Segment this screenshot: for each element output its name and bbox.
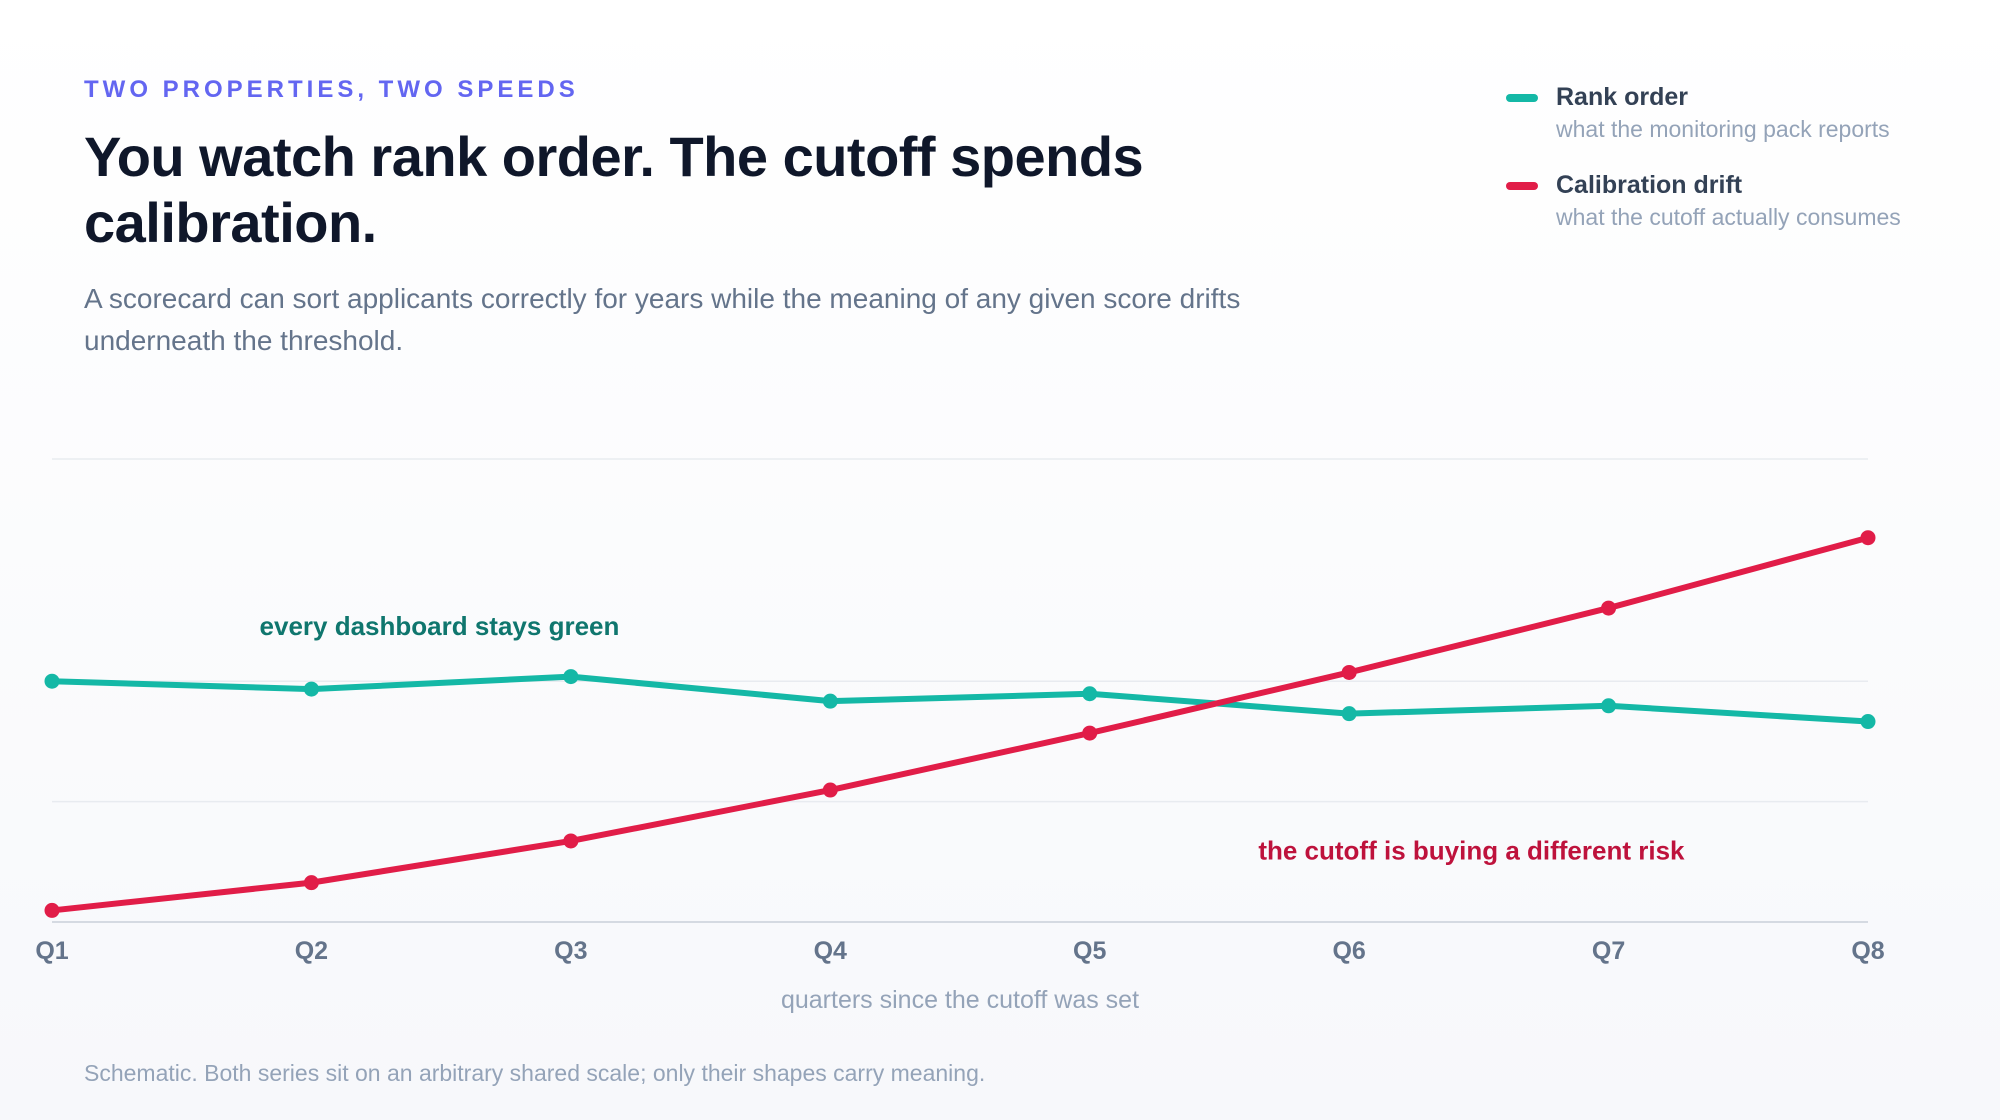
data-point-calibration-drift — [1860, 530, 1876, 546]
eyebrow: TWO PROPERTIES, TWO SPEEDS — [84, 76, 579, 103]
footnote: Schematic. Both series sit on an arbitra… — [84, 1060, 986, 1086]
data-point-rank-order — [1082, 686, 1098, 702]
data-point-rank-order — [822, 693, 838, 709]
data-point-calibration-drift — [303, 875, 319, 891]
data-point-rank-order — [44, 673, 60, 689]
data-point-calibration-drift — [563, 833, 579, 849]
data-point-rank-order — [1601, 698, 1617, 714]
data-point-calibration-drift — [1601, 600, 1617, 616]
legend-description: what the monitoring pack reports — [1556, 116, 1890, 142]
legend-swatch-calibration-drift — [1506, 182, 1538, 190]
legend-item-rank-order: Rank order what the monitoring pack repo… — [1506, 82, 1986, 146]
legend-label: Rank order — [1556, 83, 1688, 111]
x-tick-label: Q1 — [35, 937, 68, 965]
annotation: every dashboard stays green — [260, 611, 620, 641]
data-point-rank-order — [563, 669, 579, 685]
data-point-calibration-drift — [1341, 664, 1357, 680]
data-point-calibration-drift — [44, 902, 60, 918]
x-tick-label: Q6 — [1332, 937, 1365, 965]
legend-label: Calibration drift — [1556, 171, 1743, 199]
data-point-calibration-drift — [1082, 725, 1098, 741]
x-tick-label: Q5 — [1073, 937, 1106, 965]
subtitle: A scorecard can sort applicants correctl… — [84, 283, 1241, 356]
series-line-rank-order — [49, 673, 1871, 725]
x-axis-label: quarters since the cutoff was set — [781, 986, 1139, 1014]
x-tick-label: Q7 — [1592, 937, 1625, 965]
series-line-calibration-drift — [49, 534, 1871, 914]
legend: Rank order what the monitoring pack repo… — [1506, 82, 1986, 258]
x-tick-label: Q8 — [1851, 937, 1884, 965]
legend-item-calibration-drift: Calibration drift what the cutoff actual… — [1506, 170, 1986, 234]
data-point-calibration-drift — [822, 782, 838, 798]
legend-description: what the cutoff actually consumes — [1556, 204, 1901, 230]
data-point-rank-order — [1860, 714, 1876, 730]
data-point-rank-order — [303, 681, 319, 697]
x-tick-label: Q4 — [814, 937, 847, 965]
data-point-rank-order — [1341, 706, 1357, 722]
annotation: the cutoff is buying a different risk — [1258, 835, 1685, 865]
x-tick-label: Q3 — [554, 937, 587, 965]
legend-swatch-rank-order — [1506, 94, 1538, 102]
x-tick-label: Q2 — [295, 937, 328, 965]
page-title: You watch rank order. The cutoff spends … — [84, 125, 1144, 254]
